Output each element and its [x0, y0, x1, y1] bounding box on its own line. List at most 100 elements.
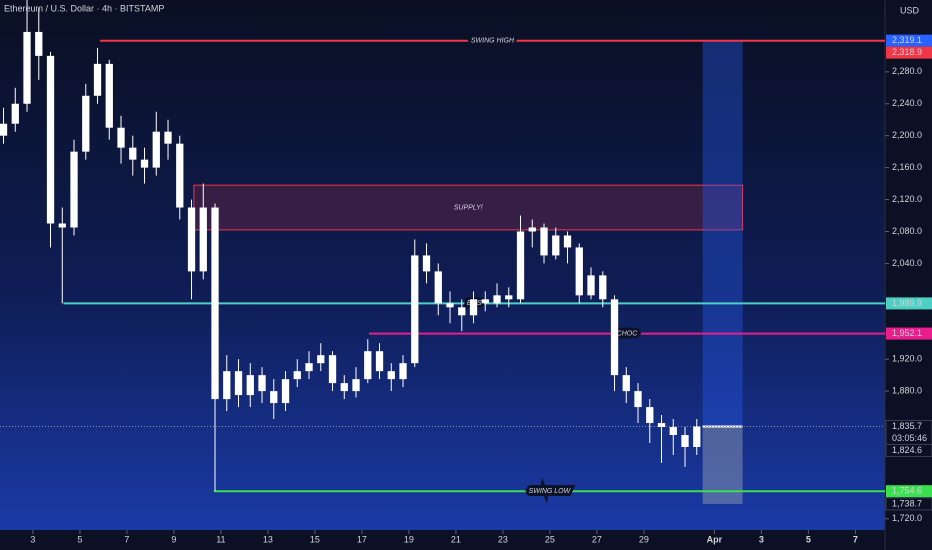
candle-body: [187, 207, 196, 272]
candle-body: [681, 435, 689, 447]
candle-body: [328, 355, 337, 384]
level-label: SWING LOW: [529, 488, 572, 495]
candle-body: [223, 371, 231, 400]
price-badge: [886, 485, 932, 498]
candle-body: [258, 375, 266, 392]
candle-body: [493, 295, 501, 304]
candle-body: [164, 131, 172, 144]
candle-body: [657, 423, 666, 428]
candle-body: [422, 255, 431, 272]
candle-body: [563, 235, 572, 248]
price-badge: [886, 34, 932, 47]
price-badge: [886, 297, 932, 310]
y-tick-label: 2,240.0: [892, 98, 922, 108]
candle-body: [199, 207, 207, 272]
x-tick-label: 11: [216, 534, 225, 544]
candle-body: [528, 227, 536, 232]
candle-body: [669, 427, 677, 436]
y-tick-label: 1,880.0: [892, 385, 922, 395]
x-tick-label: 23: [498, 534, 508, 544]
candle-body: [317, 355, 325, 364]
x-tick-label: 29: [639, 534, 649, 544]
level-label: SWING HIGH: [471, 38, 515, 45]
candle-body: [610, 299, 619, 376]
candle-body: [176, 143, 184, 208]
candle-body: [117, 127, 125, 148]
candle-body: [93, 63, 102, 96]
candle-body: [446, 303, 454, 308]
x-tick-label: 19: [404, 534, 414, 544]
price-axis: [885, 0, 932, 550]
candle-body: [575, 247, 583, 296]
projection-stop: [702, 426, 743, 504]
x-tick-label: 13: [263, 534, 273, 544]
candle-body: [387, 371, 395, 380]
projection-target: [702, 40, 743, 427]
candle-body: [693, 426, 701, 447]
candle-body: [23, 31, 31, 104]
price-badge-label: 1,835.7: [892, 421, 922, 431]
price-badge-label: 2,318.9: [892, 47, 922, 57]
candle-body: [352, 379, 360, 392]
price-badge: [885, 443, 932, 457]
x-tick-label: 7: [124, 534, 129, 544]
candle-body: [458, 307, 466, 316]
candle-body: [587, 275, 595, 296]
candle-body: [152, 131, 160, 168]
price-badge-countdown: 03:05:46: [892, 433, 927, 443]
x-tick-label: 21: [451, 534, 461, 544]
candle-body: [129, 147, 137, 160]
y-tick-label: 2,080.0: [892, 226, 922, 236]
x-tick-label: 5: [806, 534, 811, 544]
y-tick-label: 1,720.0: [892, 513, 922, 523]
y-tick-label: 2,200.0: [892, 130, 922, 140]
candle-body: [58, 223, 66, 228]
candle-body: [305, 363, 313, 372]
price-badge-label: 1,824.6: [892, 445, 922, 455]
candle-body: [375, 351, 384, 372]
candle-body: [340, 383, 348, 392]
x-tick-label: 17: [357, 534, 367, 544]
candle-body: [46, 55, 55, 224]
candle-body: [70, 151, 78, 228]
candle-body: [140, 159, 149, 168]
y-tick-label: 2,280.0: [892, 66, 922, 76]
candle-body: [411, 255, 419, 364]
y-tick-label: 2,040.0: [892, 258, 922, 268]
candle-body: [293, 371, 301, 380]
candle-body: [82, 95, 90, 152]
candle-body: [481, 299, 489, 304]
candle-body: [35, 31, 43, 56]
price-badge-label: 2,319.1: [892, 35, 922, 45]
supply-zone: [193, 184, 744, 231]
candle-body: [505, 295, 513, 300]
candle-body: [540, 227, 548, 256]
price-badge: [885, 419, 932, 445]
candle-body: [516, 231, 525, 300]
price-badge: [885, 497, 932, 511]
price-badge-label: 1,952.1: [892, 328, 922, 338]
price-badge-label: 1,754.6: [892, 486, 922, 496]
candle-body: [634, 391, 642, 408]
y-tick-label: 1,920.0: [892, 354, 922, 364]
candle-body: [364, 351, 372, 380]
price-badge-label: 1,738.7: [892, 498, 922, 508]
x-tick-label: 3: [759, 534, 764, 544]
x-tick-label: 27: [592, 534, 602, 544]
candle-body: [0, 123, 8, 136]
y-tick-label: 2,120.0: [892, 194, 922, 204]
x-tick-label: 15: [310, 534, 320, 544]
price-badge-label: 1,989.9: [892, 298, 922, 308]
price-badge: [886, 46, 932, 59]
x-tick-label: 9: [171, 534, 176, 544]
currency: USD: [900, 5, 920, 15]
candle-body: [469, 299, 478, 316]
candle-body: [234, 371, 243, 396]
candle-body: [211, 207, 219, 400]
candle-body: [552, 235, 560, 256]
candle-body: [399, 363, 407, 380]
candle-body: [434, 271, 442, 304]
candle-body: [281, 379, 290, 404]
candle-body: [270, 391, 278, 404]
